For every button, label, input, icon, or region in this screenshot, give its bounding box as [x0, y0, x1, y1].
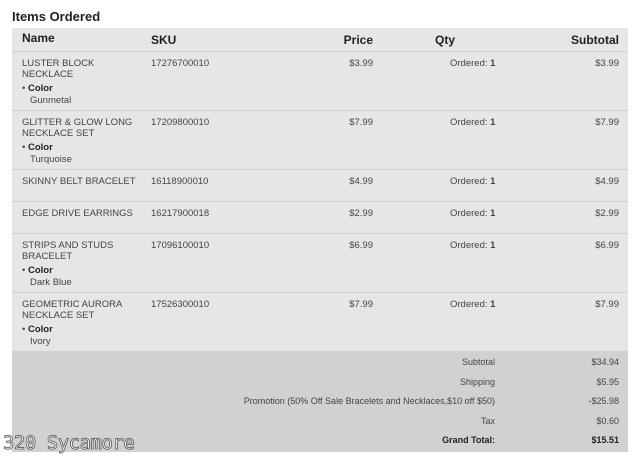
items-table: Name SKU Price Qty Subtotal LUSTER BLOCK…	[12, 28, 628, 352]
option-value: Ivory	[30, 336, 51, 347]
item-price: $2.99	[349, 208, 373, 219]
item-subtotal: $6.99	[595, 240, 619, 251]
totals-label: Tax	[480, 415, 495, 426]
qty-value: 1	[490, 208, 496, 219]
item-subtotal: $4.99	[595, 176, 619, 187]
option-label: Color	[27, 83, 53, 94]
option-label: Color	[27, 324, 53, 335]
totals-value: $5.95	[596, 376, 619, 387]
item-name: GEOMETRIC AURORA NECKLACE SET	[22, 299, 122, 321]
item-sku: 16118900010	[151, 176, 209, 187]
item-option: • Color Dark Blue	[22, 265, 137, 289]
qty-label: Ordered:	[450, 240, 488, 251]
qty-value: 1	[490, 58, 496, 69]
item-subtotal: $2.99	[595, 208, 619, 219]
option-label: Color	[27, 142, 53, 153]
table-row: LUSTER BLOCK NECKLACE • Color Gunmetal 172…	[12, 52, 628, 111]
totals-row: Grand Total: $15.51	[12, 430, 628, 450]
section-title: Items Ordered	[12, 9, 101, 24]
item-name: SKINNY BELT BRACELET	[22, 176, 136, 187]
item-sku: 17096100010	[151, 240, 210, 251]
option-value: Turquoise	[30, 154, 72, 165]
totals-row: Promotion (50% Off Sale Bracelets and Ne…	[12, 391, 628, 411]
item-name-cell: STRIPS AND STUDS BRACELET • Color Dark Blu…	[22, 240, 137, 289]
qty-value: 1	[490, 240, 496, 251]
item-subtotal: $7.99	[595, 117, 619, 128]
table-row: GEOMETRIC AURORA NECKLACE SET • Color Ivor…	[12, 293, 628, 352]
header-price: Price	[343, 33, 373, 47]
totals-row: Tax $0.60	[12, 411, 628, 431]
item-option: • Color Ivory	[22, 324, 137, 348]
option-label: Color	[27, 265, 53, 276]
qty-value: 1	[490, 176, 496, 187]
item-qty: Ordered: 1	[450, 240, 495, 251]
header-name: Name	[22, 31, 55, 45]
header-sku: SKU	[151, 33, 177, 47]
item-qty: Ordered: 1	[450, 58, 495, 69]
item-sku: 17526300010	[151, 299, 210, 310]
item-price: $3.99	[349, 58, 373, 69]
item-option: • Color Turquoise	[22, 142, 137, 166]
item-qty: Ordered: 1	[450, 299, 495, 310]
totals-value: $0.60	[596, 415, 619, 426]
watermark: 320 Sycamore	[3, 432, 136, 455]
item-qty: Ordered: 1	[450, 208, 495, 219]
totals-row: Subtotal $34.94	[12, 352, 628, 372]
qty-value: 1	[490, 299, 496, 310]
qty-label: Ordered:	[450, 58, 488, 69]
item-name-cell: GEOMETRIC AURORA NECKLACE SET • Color Ivor…	[22, 299, 137, 348]
item-price: $7.99	[349, 299, 373, 310]
table-row: STRIPS AND STUDS BRACELET • Color Dark Blu…	[12, 234, 628, 293]
item-price: $6.99	[349, 240, 373, 251]
item-price: $7.99	[349, 117, 373, 128]
item-name-cell: SKINNY BELT BRACELET	[22, 176, 137, 187]
totals-label: Subtotal	[461, 357, 495, 367]
item-name: STRIPS AND STUDS BRACELET	[22, 240, 114, 262]
item-name: EDGE DRIVE EARRINGS	[22, 208, 133, 219]
item-price: $4.99	[349, 176, 373, 187]
option-value: Gunmetal	[30, 95, 72, 106]
item-sku: 16217900018	[151, 208, 210, 219]
totals-label: Shipping	[459, 376, 495, 387]
item-name-cell: LUSTER BLOCK NECKLACE • Color Gunmetal	[22, 58, 137, 107]
item-name: GLITTER & GLOW LONG NECKLACE SET	[22, 117, 133, 139]
item-sku: 17276700010	[151, 58, 210, 69]
qty-value: 1	[490, 117, 496, 128]
table-header: Name SKU Price Qty Subtotal	[12, 28, 628, 52]
header-subtotal: Subtotal	[571, 33, 619, 47]
totals-row: Shipping $5.95	[12, 372, 628, 392]
item-name-cell: EDGE DRIVE EARRINGS	[22, 208, 137, 219]
totals-label: Grand Total:	[442, 435, 495, 445]
totals-value: $34.94	[591, 357, 619, 367]
order-totals: Subtotal $34.94 Shipping $5.95 Promotion (50…	[12, 352, 628, 452]
totals-label: Promotion (50% Off Sale Bracelets and Ne…	[243, 396, 495, 406]
qty-label: Ordered:	[450, 208, 488, 219]
totals-value: -$25.98	[588, 396, 619, 406]
table-row: GLITTER & GLOW LONG NECKLACE SET • Color T…	[12, 111, 628, 170]
item-qty: Ordered: 1	[450, 176, 495, 187]
item-subtotal: $7.99	[595, 299, 619, 310]
item-option: • Color Gunmetal	[22, 83, 137, 107]
header-qty: Qty	[435, 33, 456, 47]
table-row: SKINNY BELT BRACELET 16118900010 $4.99 O…	[12, 170, 628, 202]
item-subtotal: $3.99	[595, 58, 619, 69]
item-name-cell: GLITTER & GLOW LONG NECKLACE SET • Color T…	[22, 117, 137, 166]
qty-label: Ordered:	[450, 299, 488, 310]
item-name: LUSTER BLOCK NECKLACE	[22, 58, 95, 80]
totals-value: $15.51	[591, 435, 619, 445]
qty-label: Ordered:	[450, 176, 488, 187]
qty-label: Ordered:	[450, 117, 488, 128]
item-qty: Ordered: 1	[450, 117, 495, 128]
option-value: Dark Blue	[30, 277, 72, 288]
table-row: EDGE DRIVE EARRINGS 16217900018 $2.99 Or…	[12, 202, 628, 234]
item-sku: 17209800010	[151, 117, 210, 128]
